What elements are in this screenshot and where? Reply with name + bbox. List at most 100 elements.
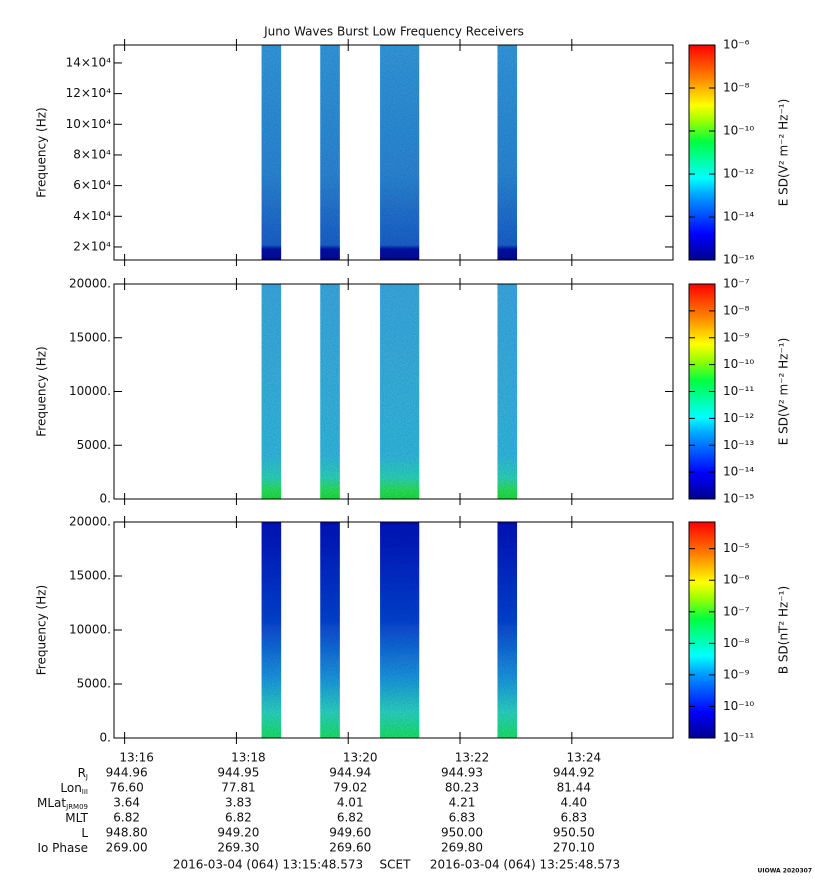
colorbar-tick-label: 10⁻⁷ [723, 277, 750, 291]
colorbar-tick-label: 10⁻¹⁰ [723, 124, 754, 138]
ephemeris-value: 944.94 [329, 766, 371, 780]
colorbar-tick-label: 10⁻¹⁶ [723, 253, 754, 267]
x-tick-label: 13:24 [567, 751, 602, 765]
y-tick-label: 15000. [69, 330, 111, 344]
ephemeris-value: 3.64 [113, 796, 140, 810]
colorbar-tick-label: 10⁻¹² [723, 167, 754, 181]
y-axis-label: Frequency (Hz) [35, 346, 49, 437]
burst [261, 522, 282, 738]
row-label-sub: JRM09 [65, 803, 88, 811]
row-label-main: Lon [60, 781, 81, 795]
colorbar-tick-label: 10⁻⁹ [723, 330, 750, 344]
colorbar [688, 44, 716, 261]
ephemeris-value: 944.93 [441, 766, 483, 780]
colorbar-tick-label: 10⁻⁸ [723, 81, 750, 95]
colorbar-tick-label: 10⁻¹¹ [723, 731, 754, 745]
ephemeris-value: 269.60 [329, 841, 371, 855]
burst [380, 284, 420, 499]
row-label-main: R [78, 766, 86, 780]
colorbar-tick-label: 10⁻⁷ [723, 604, 750, 618]
y-tick-label: 10000. [69, 623, 111, 637]
burst [320, 522, 340, 738]
burst [320, 284, 340, 499]
ephemeris-value: 269.30 [217, 841, 259, 855]
colorbar-tick-label: 10⁻¹² [723, 411, 754, 425]
stamp: UIOWA 2020307 [757, 868, 812, 875]
colorbar-tick-label: 10⁻¹¹ [723, 384, 754, 398]
ephemeris-value: 6.82 [113, 811, 140, 825]
chart-title: Juno Waves Burst Low Frequency Receivers [263, 25, 524, 39]
y-tick-label: 8×10⁴ [73, 147, 111, 161]
y-tick-label: 5000. [77, 677, 111, 691]
colorbar-tick-label: 10⁻⁶ [723, 573, 750, 587]
ephemeris-value: 3.83 [225, 796, 252, 810]
colorbar-label: B SD(nT² Hz⁻¹) [777, 586, 791, 674]
colorbar-tick-label: 10⁻¹⁰ [723, 357, 754, 371]
colorbar-tick-label: 10⁻¹³ [723, 438, 754, 452]
row-label-sub: J [85, 773, 88, 781]
ephemeris-value: 270.10 [553, 841, 595, 855]
colorbar-tick-label: 10⁻⁶ [723, 38, 750, 52]
time-frame: SCET [380, 858, 412, 872]
row-label: RJ [78, 766, 88, 782]
y-tick-label: 10×10⁴ [66, 117, 112, 131]
ephemeris-value: 80.23 [445, 781, 479, 795]
row-label: Io Phase [37, 841, 88, 855]
y-tick-label: 14×10⁴ [66, 55, 112, 69]
ephemeris-value: 948.80 [106, 826, 148, 840]
ephemeris-value: 944.95 [217, 766, 259, 780]
y-tick-label: 20000. [69, 277, 111, 291]
burst [497, 522, 518, 738]
row-label: L [81, 826, 88, 840]
x-tick-label: 13:18 [231, 751, 266, 765]
burst [497, 284, 518, 499]
burst [497, 45, 518, 260]
x-tick-label: 13:16 [119, 751, 154, 765]
ephemeris-value: 269.80 [441, 841, 483, 855]
ephemeris-value: 949.60 [329, 826, 371, 840]
row-label-main: Io Phase [37, 841, 88, 855]
colorbar-label: E SD(V² m⁻² Hz⁻¹) [777, 338, 791, 446]
ephemeris-value: 944.92 [553, 766, 595, 780]
ephemeris-value: 949.20 [217, 826, 259, 840]
colorbar-tick-label: 10⁻⁸ [723, 303, 750, 317]
y-tick-label: 6×10⁴ [73, 178, 111, 192]
ephemeris-value: 944.96 [106, 766, 148, 780]
ephemeris-value: 4.01 [337, 796, 364, 810]
row-label-main: MLT [65, 811, 88, 825]
row-label: MLT [65, 811, 88, 825]
colorbar-label: E SD(V² m⁻² Hz⁻¹) [777, 99, 791, 207]
colorbar-tick-label: 10⁻⁸ [723, 636, 750, 650]
ephemeris-value: 4.21 [449, 796, 476, 810]
y-tick-label: 4×10⁴ [73, 209, 111, 223]
y-tick-label: 0. [100, 492, 111, 506]
y-tick-label: 0. [100, 731, 111, 745]
burst [261, 45, 282, 260]
ephemeris-value: 269.00 [106, 841, 148, 855]
row-label-sub: III [82, 788, 88, 796]
y-tick-label: 12×10⁴ [66, 86, 112, 100]
y-tick-label: 20000. [69, 515, 111, 529]
row-label-main: L [81, 826, 88, 840]
ephemeris-value: 79.02 [333, 781, 367, 795]
colorbar-tick-label: 10⁻⁵ [723, 541, 750, 555]
ephemeris-value: 4.40 [560, 796, 587, 810]
ephemeris-value: 950.50 [553, 826, 595, 840]
colorbar-tick-label: 10⁻¹⁴ [723, 210, 754, 224]
row-label: LonIII [60, 781, 88, 797]
x-tick-label: 13:20 [343, 751, 378, 765]
row-label-main: MLat [37, 796, 66, 810]
x-tick-label: 13:22 [455, 751, 490, 765]
y-tick-label: 10000. [69, 384, 111, 398]
y-tick-label: 2×10⁴ [73, 239, 111, 253]
burst [320, 45, 340, 260]
start-time: 2016-03-04 (064) 13:15:48.573 [173, 858, 363, 872]
y-axis-label: Frequency (Hz) [35, 585, 49, 676]
burst [261, 284, 282, 499]
end-time: 2016-03-04 (064) 13:25:48.573 [430, 858, 620, 872]
ephemeris-value: 950.00 [441, 826, 483, 840]
burst [380, 522, 420, 738]
colorbar [688, 521, 716, 739]
colorbar-tick-label: 10⁻¹⁵ [723, 492, 754, 506]
ephemeris-value: 6.83 [560, 811, 587, 825]
